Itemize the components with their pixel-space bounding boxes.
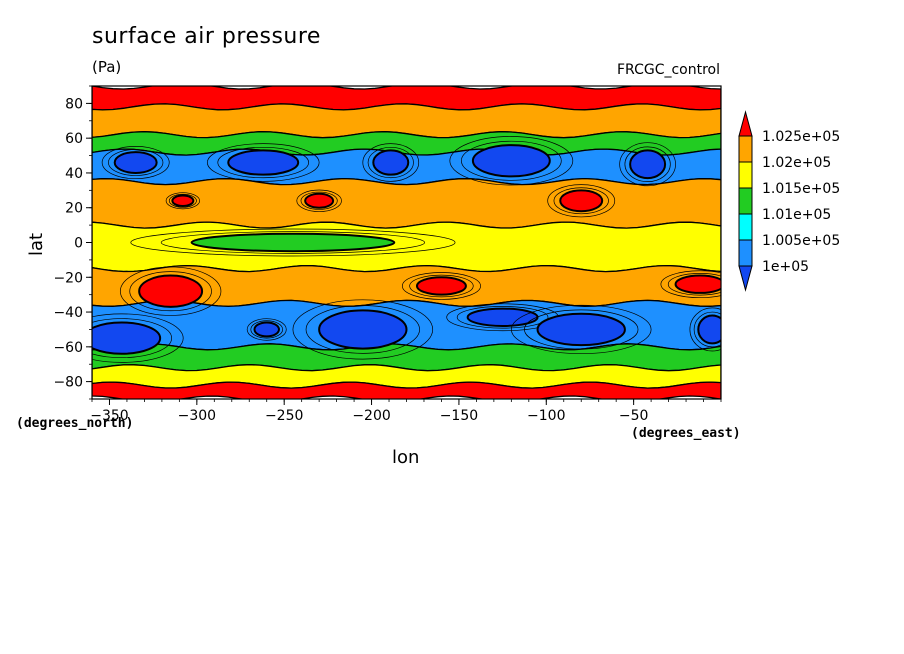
y-tick-label: −20 <box>53 270 83 286</box>
contour-line <box>217 146 310 179</box>
contour-cell <box>372 149 410 176</box>
contour-line <box>367 146 414 179</box>
y-tick-label: −40 <box>53 305 83 321</box>
contour-line <box>660 270 721 299</box>
colorbar-swatch <box>738 187 753 215</box>
colorbar-label: 1.025e+05 <box>762 129 840 145</box>
x-units-note: (degrees_east) <box>631 426 741 441</box>
contour-cell <box>190 232 396 253</box>
contour-line <box>449 136 574 186</box>
contour-line <box>619 142 676 187</box>
contour-line <box>250 320 283 339</box>
contour-cell <box>415 276 467 296</box>
contour-cell <box>318 309 408 350</box>
x-tick-label: −100 <box>527 408 565 424</box>
colorbar-top-arrow <box>738 110 753 137</box>
y-tick-label: 0 <box>74 236 83 252</box>
contour-line <box>305 305 420 354</box>
y-tick-label: 40 <box>65 166 83 182</box>
contour-cell <box>253 321 280 338</box>
colorbar-swatch <box>738 213 753 241</box>
contour-line <box>101 145 170 180</box>
contour-cell <box>227 149 300 176</box>
contour-cell <box>674 274 721 294</box>
contour-line <box>92 318 173 359</box>
chart-units: (Pa) <box>92 58 122 76</box>
contour-line <box>246 318 287 341</box>
contour-line <box>689 307 721 352</box>
colorbar-bottom-arrow <box>738 265 753 292</box>
contour-cell <box>471 144 551 178</box>
plot-area <box>92 86 721 399</box>
contour-line <box>693 311 721 348</box>
contour-line <box>130 228 456 257</box>
contour-line <box>547 184 616 218</box>
contour-line <box>165 192 200 210</box>
y-tick-label: −60 <box>53 340 83 356</box>
colorbar-swatch <box>738 135 753 163</box>
contour-cell <box>697 314 721 345</box>
x-tick-label: −250 <box>265 408 303 424</box>
x-tick-label: −150 <box>440 408 478 424</box>
colorbar-label: 1.005e+05 <box>762 233 840 249</box>
contour-line <box>206 143 320 182</box>
y-tick-label: 80 <box>65 96 83 112</box>
contour-line <box>108 149 164 176</box>
contour-cell <box>536 312 626 347</box>
contour-line <box>461 140 562 181</box>
contour-cell <box>138 274 204 308</box>
colorbar-label: 1.015e+05 <box>762 181 840 197</box>
contour-line <box>362 143 420 182</box>
x-tick-label: −300 <box>178 408 216 424</box>
contour-line <box>160 231 426 254</box>
y-tick-label: 60 <box>65 131 83 147</box>
contour-line <box>119 266 222 316</box>
contour-line <box>292 299 434 360</box>
contour-line <box>456 306 549 329</box>
contour-line <box>553 187 609 215</box>
contour-cell <box>559 189 604 213</box>
chart-subtitle: FRCGC_control <box>616 62 720 78</box>
contour-cell <box>113 151 158 174</box>
contour-line <box>624 146 671 182</box>
colorbar-label: 1e+05 <box>762 259 809 275</box>
x-tick-label: −350 <box>90 408 128 424</box>
colorbar-swatch <box>738 239 753 267</box>
contour-line <box>296 189 342 212</box>
contour-band <box>92 381 721 399</box>
x-tick-label: −50 <box>619 408 649 424</box>
contour-cell <box>171 194 195 207</box>
contour-line <box>524 309 639 350</box>
x-axis-title: lon <box>392 447 420 468</box>
colorbar-label: 1.02e+05 <box>762 155 831 171</box>
contour-band <box>92 221 721 273</box>
x-tick-label: −200 <box>352 408 390 424</box>
contour-line <box>409 274 474 298</box>
contour-cell <box>629 149 667 180</box>
contour-line <box>92 313 184 363</box>
chart-title: surface air pressure <box>92 24 321 49</box>
y-units-note: (degrees_north) <box>16 416 134 431</box>
colorbar-label: 1.01e+05 <box>762 207 831 223</box>
contour-line <box>510 304 652 355</box>
contour-cell <box>304 192 335 209</box>
y-tick-label: −80 <box>53 375 83 391</box>
colorbar-swatch <box>738 161 753 189</box>
contour-line <box>129 271 212 312</box>
contour-line <box>667 273 721 296</box>
contour-line <box>168 193 197 208</box>
contour-cell <box>92 321 162 355</box>
contour-line <box>300 191 338 210</box>
y-tick-label: 20 <box>65 201 83 217</box>
contour-line <box>401 272 481 300</box>
